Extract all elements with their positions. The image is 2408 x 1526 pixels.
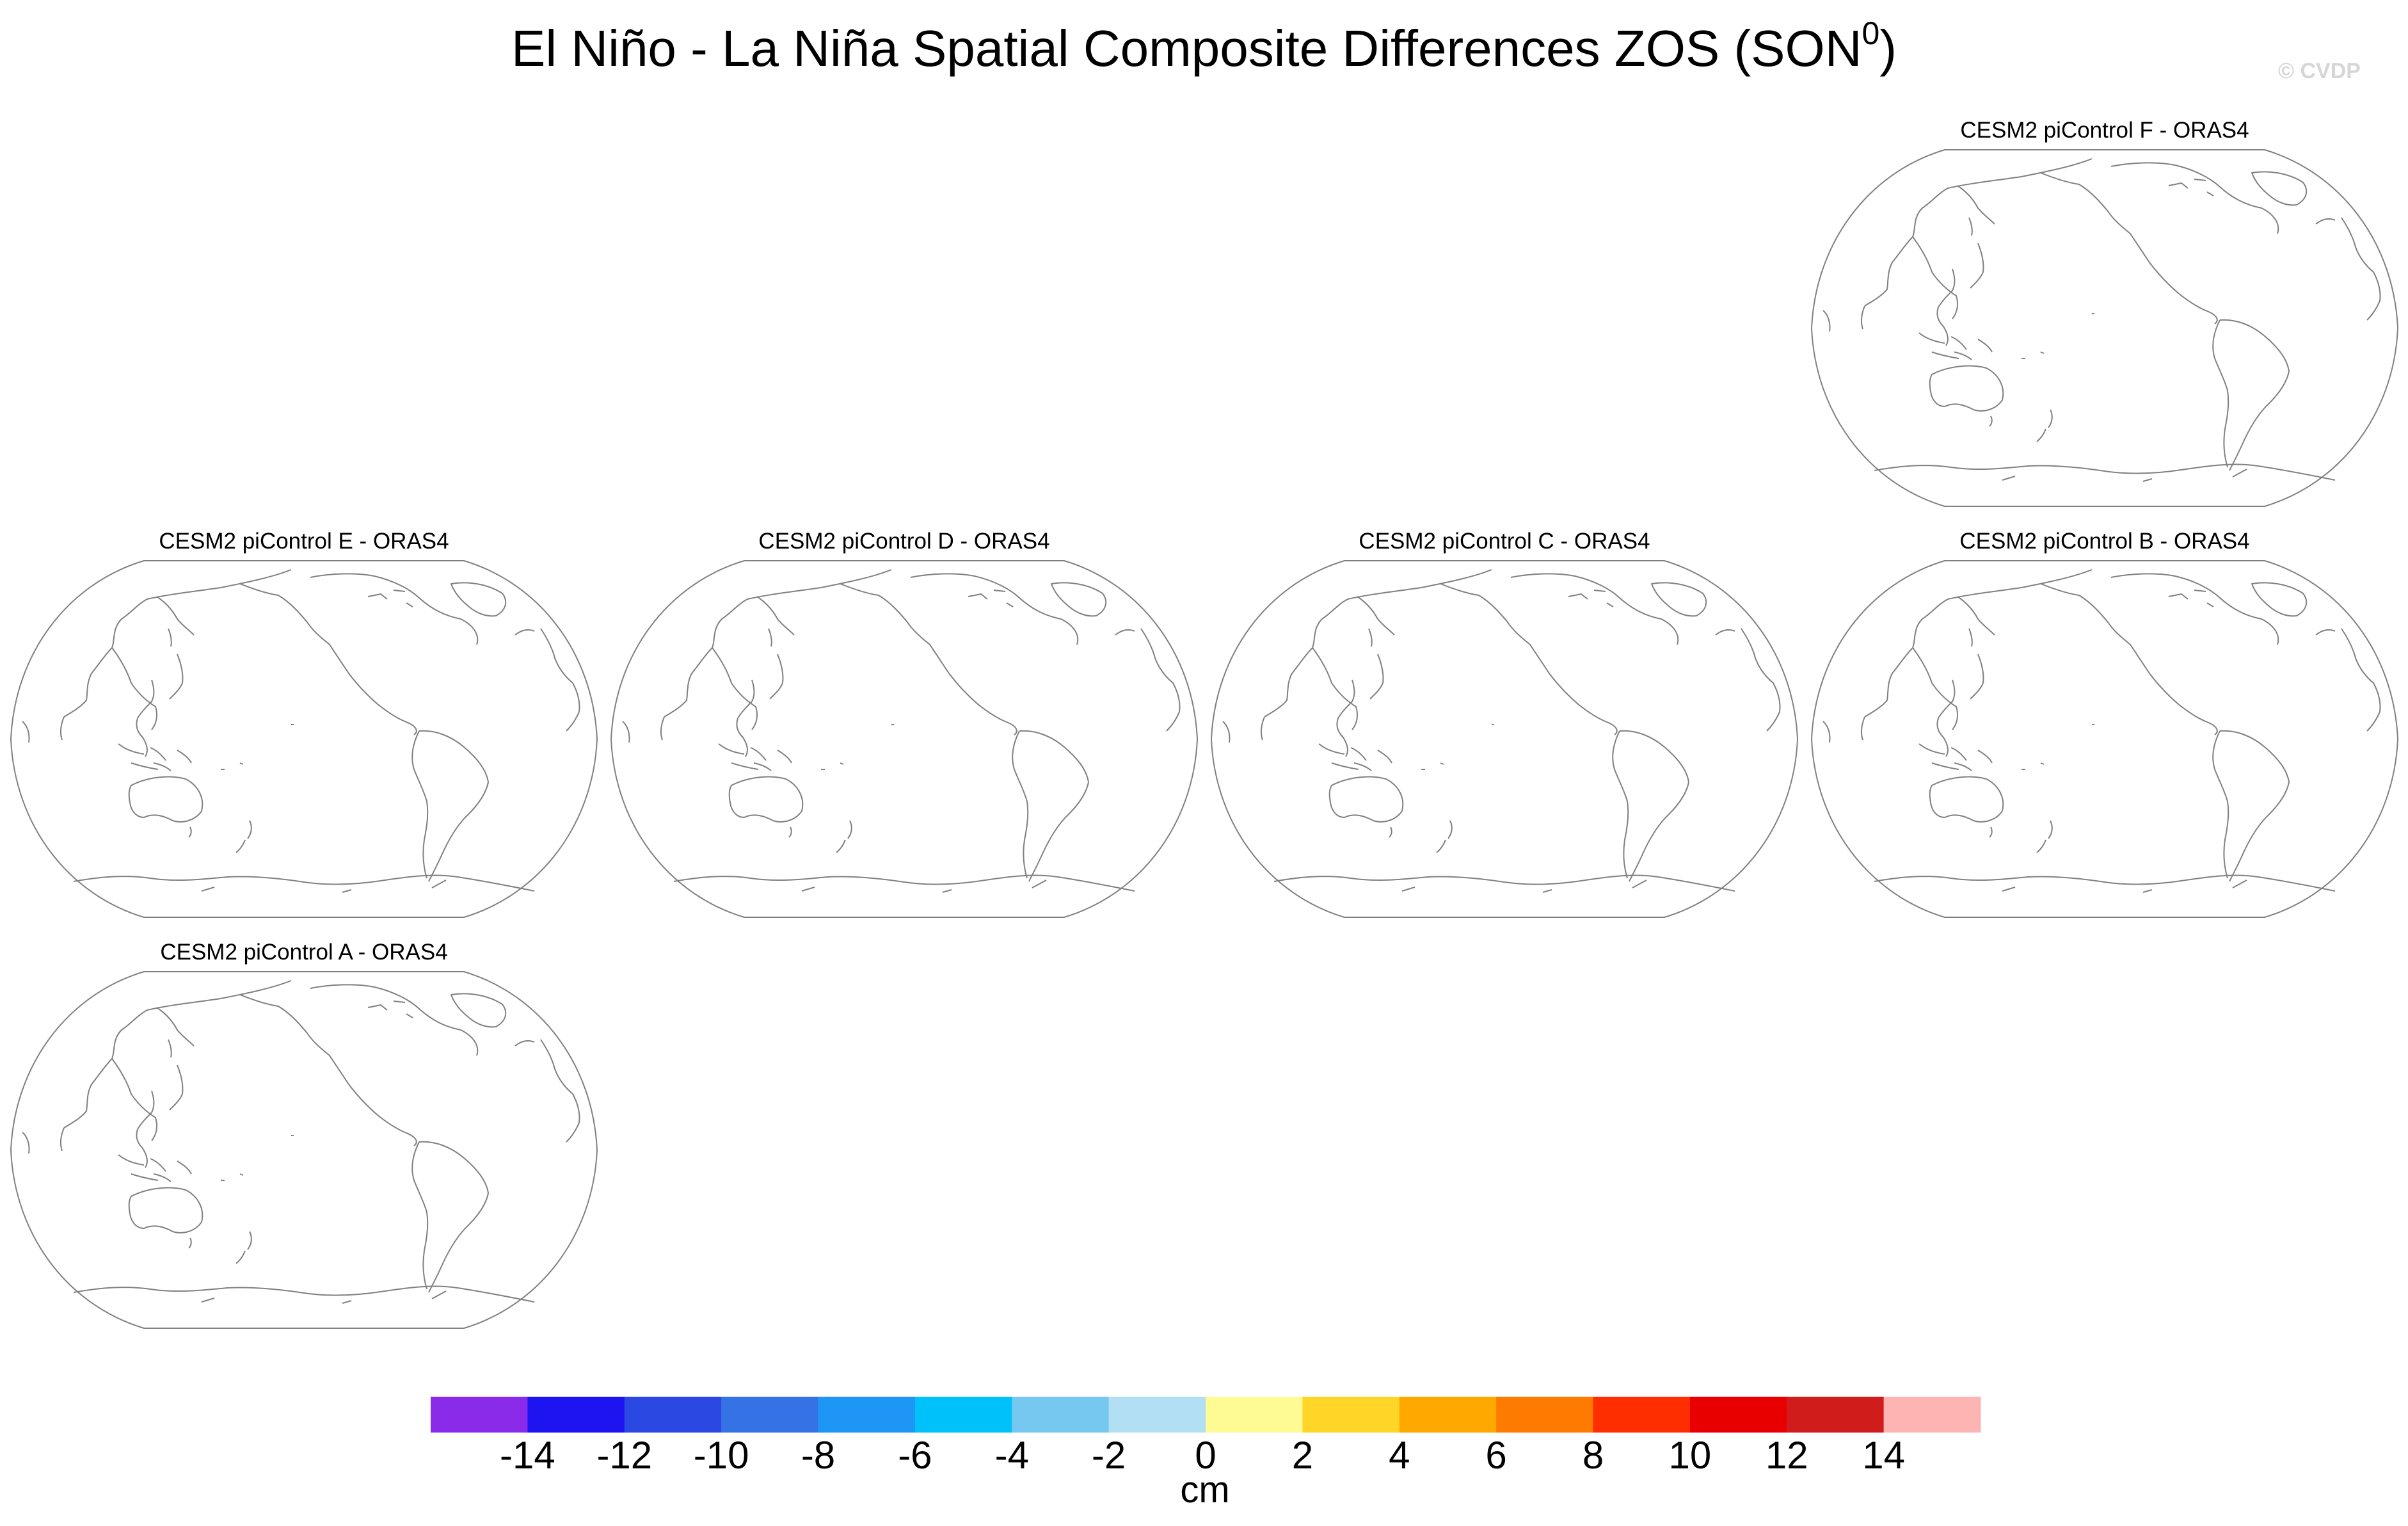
map-panel-a xyxy=(10,971,598,1329)
colorbar-tick-label: -2 xyxy=(1091,1434,1126,1477)
panel-title-a: CESM2 piControl A - ORAS4 xyxy=(160,940,448,965)
colorbar-swatch xyxy=(818,1397,916,1433)
colorbar-tick-label: -14 xyxy=(500,1434,555,1477)
colorbar-tick-label: -8 xyxy=(801,1434,836,1477)
colorbar-swatch xyxy=(721,1397,819,1433)
cvdp-watermark: © CVDP xyxy=(2278,59,2361,83)
colorbar-tick-label: -6 xyxy=(898,1434,932,1477)
panel-title-b: CESM2 piControl B - ORAS4 xyxy=(1959,529,2250,554)
colorbar-swatch xyxy=(1689,1397,1787,1433)
map-panel-c xyxy=(1211,560,1798,918)
colorbar-swatch xyxy=(431,1397,528,1433)
panel-title-f: CESM2 piControl F - ORAS4 xyxy=(1960,118,2249,143)
colorbar xyxy=(431,1397,1981,1433)
colorbar-tick-label: 14 xyxy=(1862,1434,1905,1477)
colorbar-swatch xyxy=(1883,1397,1981,1433)
colorbar-swatch xyxy=(1399,1397,1497,1433)
map-panel-f xyxy=(1811,149,2398,507)
colorbar-tick-label: 12 xyxy=(1765,1434,1808,1477)
colorbar-swatch xyxy=(1496,1397,1594,1433)
colorbar-tick-label: 8 xyxy=(1582,1434,1604,1477)
colorbar-tick-label: 10 xyxy=(1668,1434,1712,1477)
figure-title: El Niño - La Niña Spatial Composite Diff… xyxy=(511,15,1897,77)
colorbar-swatch xyxy=(1593,1397,1691,1433)
colorbar-unit: cm xyxy=(1180,1469,1230,1511)
colorbar-tick-label: 0 xyxy=(1195,1434,1216,1477)
colorbar-swatch xyxy=(1012,1397,1110,1433)
map-panel-e xyxy=(10,560,598,918)
colorbar-tick-label: 4 xyxy=(1389,1434,1410,1477)
title-superscript: 0 xyxy=(1862,15,1880,51)
colorbar-tick-label: 6 xyxy=(1485,1434,1507,1477)
colorbar-tick-label: -10 xyxy=(693,1434,749,1477)
colorbar-tick-label: 2 xyxy=(1291,1434,1314,1477)
colorbar-tick-label: -4 xyxy=(994,1434,1029,1477)
colorbar-swatch xyxy=(1206,1397,1303,1433)
colorbar-swatch xyxy=(1787,1397,1885,1433)
colorbar-swatch xyxy=(1302,1397,1400,1433)
colorbar-swatch xyxy=(624,1397,722,1433)
panel-title-c: CESM2 piControl C - ORAS4 xyxy=(1359,529,1650,554)
panel-title-e: CESM2 piControl E - ORAS4 xyxy=(159,529,449,554)
colorbar-tick-label: -12 xyxy=(596,1434,653,1477)
map-panel-d xyxy=(610,560,1198,918)
colorbar-swatch xyxy=(527,1397,625,1433)
map-panel-b xyxy=(1811,560,2398,918)
colorbar-swatch xyxy=(1108,1397,1206,1433)
panel-title-d: CESM2 piControl D - ORAS4 xyxy=(758,529,1050,554)
colorbar-swatch xyxy=(914,1397,1012,1433)
